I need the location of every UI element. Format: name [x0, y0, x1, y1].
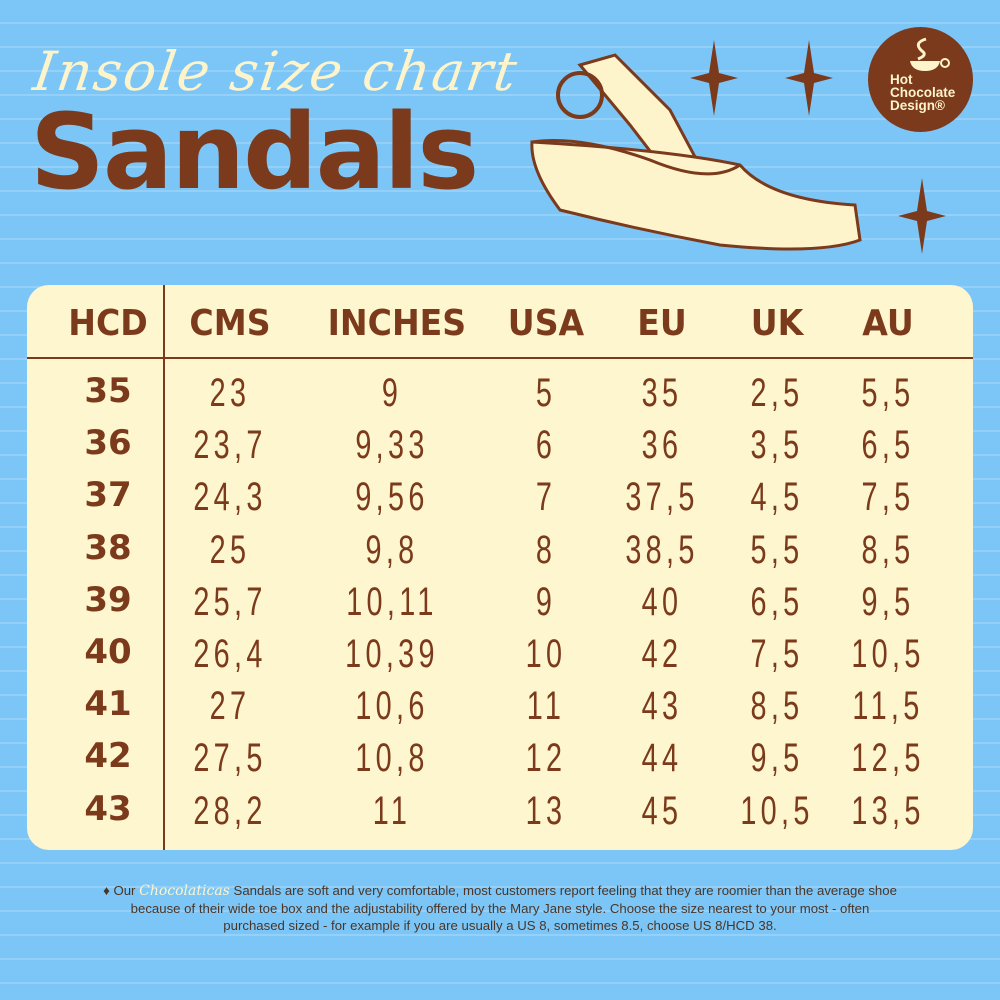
table-cell-au: 5,5 — [861, 371, 915, 415]
table-cell-inches: 10,6 — [355, 684, 429, 729]
table-cell-au: 12,5 — [851, 736, 925, 781]
table-cell-au: 8,5 — [861, 527, 915, 572]
table-cell-uk: 9,5 — [750, 736, 804, 781]
table-cell-inches: 10,8 — [355, 736, 429, 781]
table-cell-cms: 23,7 — [193, 423, 267, 468]
table-cell-au: 7,5 — [861, 475, 915, 520]
hot-chocolate-design-logo: Hot Chocolate Design® — [868, 27, 973, 132]
table-cell-eu: 45 — [641, 788, 683, 833]
table-cell-eu: 35 — [641, 371, 683, 415]
column-header-usa: USA — [507, 303, 585, 344]
table-cell-eu: 38,5 — [625, 527, 699, 572]
table-cell-cms: 28,2 — [193, 788, 267, 833]
footer-note: ♦ Our Chocolaticas Sandals are soft and … — [100, 882, 900, 934]
table-cell-cms: 25 — [209, 527, 251, 572]
table-cell-usa: 9 — [535, 579, 557, 624]
table-cell-eu: 36 — [641, 423, 683, 468]
table-cell-uk: 8,5 — [750, 684, 804, 729]
table-cell-uk: 2,5 — [750, 371, 804, 415]
column-header-eu: EU — [637, 303, 687, 344]
column-header-au: AU — [862, 303, 914, 344]
table-cell-usa: 13 — [525, 788, 567, 833]
table-cell-usa: 5 — [535, 371, 557, 415]
table-cell-hcd: 42 — [84, 736, 132, 777]
brand-name: Chocolaticas — [139, 883, 230, 899]
table-cell-cms: 24,3 — [193, 475, 267, 520]
table-cell-inches: 10,39 — [345, 632, 439, 676]
header-divider — [27, 357, 973, 359]
star-icon — [785, 40, 833, 116]
table-cell-hcd: 38 — [84, 527, 132, 568]
chart-title: Sandals — [30, 91, 479, 213]
table-cell-usa: 7 — [535, 475, 557, 520]
size-table: HCD CMS INCHES USA EU UK AU 35 23 9 5 35 2,5 5,5 36 23,… — [27, 285, 973, 850]
star-icon — [690, 40, 738, 116]
table-cell-hcd: 41 — [84, 684, 132, 725]
table-cell-usa: 12 — [525, 736, 567, 781]
table-cell-eu: 40 — [641, 579, 683, 624]
table-cell-au: 6,5 — [861, 423, 915, 468]
table-cell-hcd: 39 — [84, 579, 132, 620]
table-cell-hcd: 43 — [84, 788, 132, 829]
table-cell-eu: 43 — [641, 684, 683, 729]
table-cell-cms: 25,7 — [193, 579, 267, 624]
table-cell-hcd: 36 — [84, 423, 132, 464]
table-cell-inches: 11 — [372, 788, 412, 833]
logo-text: Hot Chocolate Design® — [890, 72, 956, 113]
column-header-cms: CMS — [189, 303, 271, 344]
bullet-text: ♦ Our — [103, 883, 136, 898]
footer-text: Sandals are soft and very comfortable, m… — [130, 883, 897, 933]
table-cell-usa: 8 — [535, 527, 557, 572]
table-cell-eu: 44 — [641, 736, 683, 781]
table-cell-uk: 6,5 — [750, 579, 804, 624]
table-cell-uk: 5,5 — [750, 527, 804, 572]
table-cell-hcd: 37 — [84, 475, 132, 516]
star-icon — [898, 178, 946, 254]
table-cell-inches: 9,56 — [355, 475, 429, 520]
table-cell-uk: 10,5 — [740, 788, 814, 833]
table-cell-usa: 6 — [535, 423, 557, 468]
column-divider — [163, 285, 165, 850]
table-cell-inches: 10,11 — [346, 579, 438, 624]
table-cell-au: 13,5 — [851, 788, 925, 833]
table-cell-inches: 9,33 — [355, 423, 429, 468]
table-cell-au: 11,5 — [852, 684, 924, 729]
table-cell-au: 10,5 — [851, 632, 925, 676]
table-cell-eu: 37,5 — [625, 475, 699, 520]
table-cell-inches: 9,8 — [365, 527, 419, 572]
table-cell-hcd: 35 — [84, 371, 132, 411]
column-header-hcd: HCD — [68, 303, 148, 344]
table-cell-cms: 26,4 — [193, 632, 267, 676]
table-cell-usa: 11 — [526, 684, 566, 729]
column-header-uk: UK — [750, 303, 804, 344]
table-cell-eu: 42 — [641, 632, 683, 676]
table-cell-cms: 27 — [209, 684, 251, 729]
table-cell-usa: 10 — [525, 632, 567, 676]
table-cell-uk: 3,5 — [750, 423, 804, 468]
sandal-illustration — [530, 53, 862, 251]
table-cell-cms: 27,5 — [193, 736, 267, 781]
table-cell-au: 9,5 — [861, 579, 915, 624]
table-cell-cms: 23 — [209, 371, 251, 415]
column-header-inches: INCHES — [327, 303, 467, 344]
table-cell-uk: 7,5 — [750, 632, 804, 676]
cup-icon — [910, 37, 950, 71]
table-cell-uk: 4,5 — [750, 475, 804, 520]
table-cell-hcd: 40 — [84, 632, 132, 672]
table-cell-inches: 9 — [381, 371, 403, 415]
